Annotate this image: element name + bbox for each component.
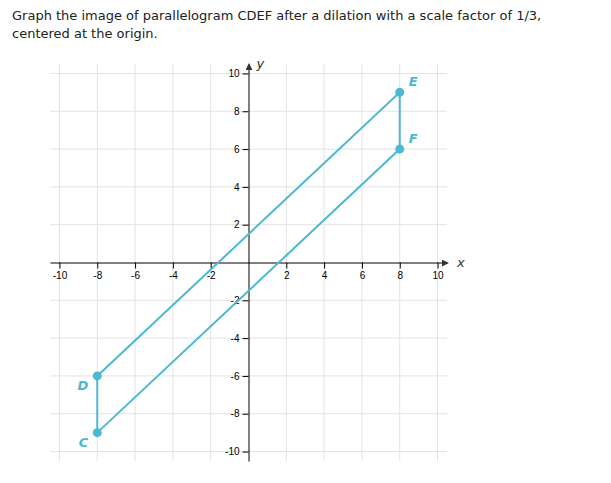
annotations: C D E F — [77, 74, 417, 449]
tick-mark — [243, 225, 249, 226]
tick-label: 4 — [322, 270, 328, 281]
tick-mark — [97, 263, 98, 269]
vertex-label: E — [409, 74, 418, 89]
tick: 10 — [228, 68, 248, 79]
tick: -8 — [93, 263, 102, 281]
tick: -4 — [169, 263, 178, 281]
tick-mark — [324, 263, 325, 269]
tick: -10 — [225, 446, 248, 457]
vertex-label: D — [77, 378, 88, 393]
tick-label: -8 — [93, 270, 102, 281]
chart: Graph the image of parallelogram CDEF af… — [0, 0, 611, 483]
y-axis: -10-8-6-4-2246810 — [225, 65, 249, 462]
tick: -10 — [53, 263, 68, 281]
y-axis-label: y — [256, 56, 265, 71]
tick-mark — [243, 111, 249, 112]
point — [93, 371, 102, 380]
tick: 8 — [397, 263, 403, 281]
tick: 6 — [360, 263, 366, 281]
vertex-label: F — [409, 131, 418, 146]
tick: 10 — [432, 263, 444, 281]
tick-label: 8 — [234, 106, 240, 117]
tick-label: -4 — [169, 270, 178, 281]
tick-label: 8 — [397, 270, 403, 281]
title: Graph the image of parallelogram CDEF af… — [12, 8, 541, 41]
tick-mark — [362, 263, 363, 269]
tick: 4 — [322, 263, 328, 281]
tick: 8 — [234, 106, 249, 117]
tick: -6 — [131, 263, 140, 281]
tick-label: -6 — [131, 270, 140, 281]
tick-mark — [59, 263, 60, 269]
marks — [93, 88, 404, 437]
x-axis-label: x — [456, 255, 465, 270]
tick-label: 10 — [228, 68, 240, 79]
tick-mark — [243, 414, 249, 415]
axis-line — [249, 65, 250, 462]
tick-label: 2 — [234, 219, 240, 230]
tick-mark — [243, 149, 249, 150]
tick: -4 — [231, 333, 249, 344]
line — [97, 92, 399, 432]
point — [395, 145, 404, 154]
tick-mark — [243, 187, 249, 188]
tick-label: 2 — [284, 270, 290, 281]
vertex-label: C — [79, 435, 89, 450]
tick-label: -8 — [231, 408, 240, 419]
tick-mark — [286, 263, 287, 269]
tick-mark — [243, 452, 249, 453]
grid — [50, 64, 447, 461]
tick-mark — [400, 263, 401, 269]
tick-label: -6 — [231, 371, 240, 382]
tick-label: 6 — [360, 270, 366, 281]
tick-mark — [135, 263, 136, 269]
tick: -8 — [231, 408, 249, 419]
tick-mark — [243, 376, 249, 377]
tick: 4 — [234, 182, 249, 193]
tick-label: 10 — [432, 270, 444, 281]
tick: 2 — [234, 219, 249, 230]
tick-label: 4 — [234, 182, 240, 193]
tick: 2 — [284, 263, 290, 281]
tick-mark — [173, 263, 174, 269]
tick-mark — [243, 338, 249, 339]
tick-label: 6 — [234, 144, 240, 155]
tick-label: -10 — [53, 270, 68, 281]
tick: -6 — [231, 371, 249, 382]
tick: 6 — [234, 144, 249, 155]
tick-label: -4 — [231, 333, 240, 344]
tick-mark — [243, 300, 249, 301]
point — [93, 428, 102, 437]
tick-label: -10 — [225, 446, 240, 457]
tick-mark — [243, 73, 249, 74]
point — [395, 88, 404, 97]
tick-mark — [438, 263, 439, 269]
